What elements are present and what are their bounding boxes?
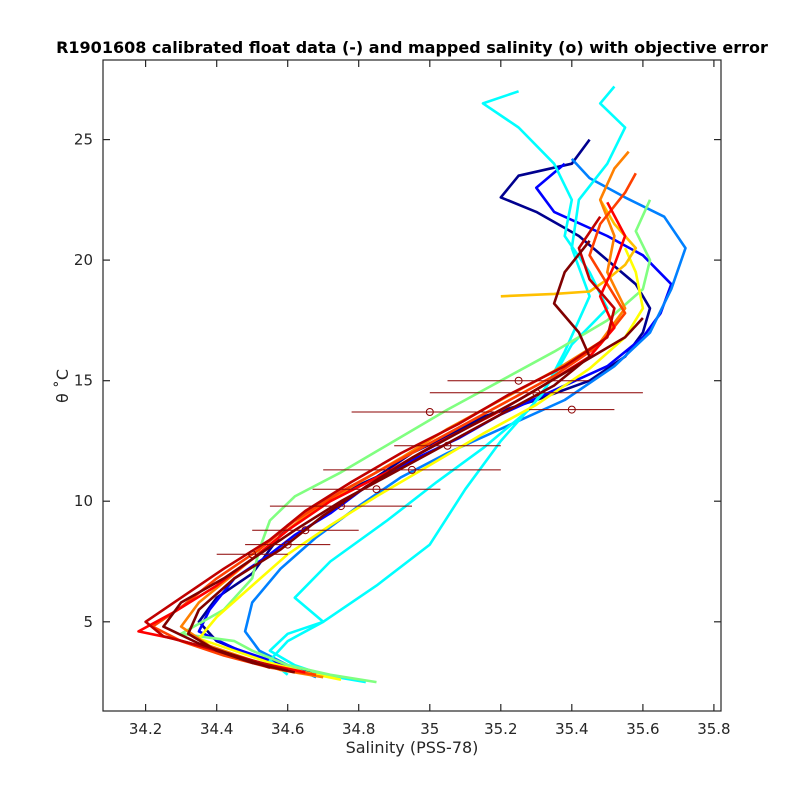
profile-line-11: [137, 201, 627, 674]
y-axis-label: θ ˚C: [53, 369, 72, 403]
y-tick-label: 20: [74, 251, 93, 269]
mapped-salinity-marker-4: [408, 465, 416, 474]
x-tick-label: 35.2: [484, 720, 517, 738]
mapped-salinity-marker-10: [567, 405, 576, 414]
y-tick-label: 25: [74, 131, 93, 149]
mapped-salinity-marker-9: [248, 550, 257, 559]
profile-line-7: [197, 247, 645, 681]
x-tick-label: 35: [420, 720, 439, 738]
profile-line-4: [268, 90, 609, 684]
x-tick-label: 35.4: [555, 720, 588, 738]
x-axis-label: Salinity (PSS-78): [346, 738, 479, 757]
y-tick-label: 15: [74, 372, 93, 390]
x-tick-label: 34.2: [129, 720, 162, 738]
profile-line-8: [500, 199, 638, 298]
mapped-salinity-marker-6: [337, 502, 345, 511]
x-tick-label: 34.8: [342, 720, 375, 738]
x-axis: 34.2 34.4 34.6 34.8 35 35.2 35.4 35.6 35.8: [129, 60, 731, 738]
mapped-salinity-marker-8: [283, 540, 292, 549]
x-tick-label: 35.8: [697, 720, 730, 738]
profile-line-3: [243, 158, 687, 679]
mapped-salinity-marker-11: [443, 441, 452, 450]
mapped-salinity-marker-5: [372, 485, 381, 494]
mapped-salinity-marker-2: [514, 376, 523, 385]
y-tick-label: 10: [74, 492, 93, 510]
profile-line-12: [144, 215, 616, 672]
x-tick-label: 34.6: [271, 720, 304, 738]
error-bar-group: [216, 376, 643, 559]
mapped-salinity-marker-3: [532, 388, 541, 397]
profile-line-1: [197, 138, 652, 677]
plot-frame: [102, 59, 722, 712]
plot-series-group: [137, 85, 687, 684]
profile-line-9: [179, 150, 630, 679]
y-axis: 5 10 15 20 25: [74, 131, 721, 631]
mapped-salinity-marker-1: [425, 408, 434, 416]
x-tick-label: 35.6: [626, 720, 659, 738]
mapped-salinity-marker-7: [301, 526, 310, 535]
y-tick-label: 5: [83, 613, 93, 631]
profile-line-14: [186, 317, 644, 674]
profile-line-6: [179, 199, 652, 684]
profile-line-13: [162, 239, 591, 669]
profile-line-10: [151, 172, 637, 677]
x-tick-label: 34.4: [200, 720, 233, 738]
chart-title: R1901608 calibrated float data (-) and m…: [56, 38, 768, 57]
